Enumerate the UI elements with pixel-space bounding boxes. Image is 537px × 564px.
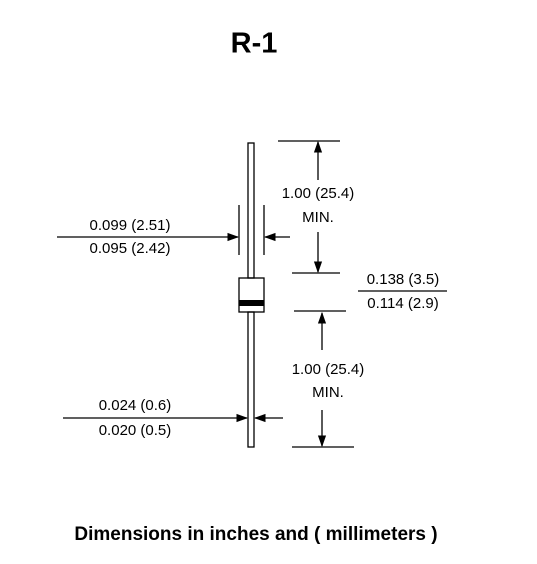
body-diameter-dimension <box>57 205 290 255</box>
dimension-label: 0.114 (2.9) <box>367 295 438 312</box>
dimension-label: 0.138 (3.5) <box>367 271 440 288</box>
body-length-dimension <box>294 290 447 312</box>
dimension-label: 0.024 (0.6) <box>99 397 172 414</box>
dimension-label: 0.095 (2.42) <box>90 240 171 257</box>
lower-lead-dimension <box>292 311 354 448</box>
upper-lead-dimension <box>278 140 340 274</box>
dimension-label: 1.00 (25.4) <box>282 185 355 202</box>
dimension-label: 0.099 (2.51) <box>90 217 171 234</box>
dimension-label: MIN. <box>312 384 344 401</box>
dimension-label: 1.00 (25.4) <box>292 361 365 378</box>
diode-outline <box>238 142 265 448</box>
footer-note: Dimensions in inches and ( millimeters ) <box>74 524 437 545</box>
title: R-1 <box>231 28 278 60</box>
dimension-label: 0.020 (0.5) <box>99 422 172 439</box>
dimension-label: MIN. <box>302 209 334 226</box>
